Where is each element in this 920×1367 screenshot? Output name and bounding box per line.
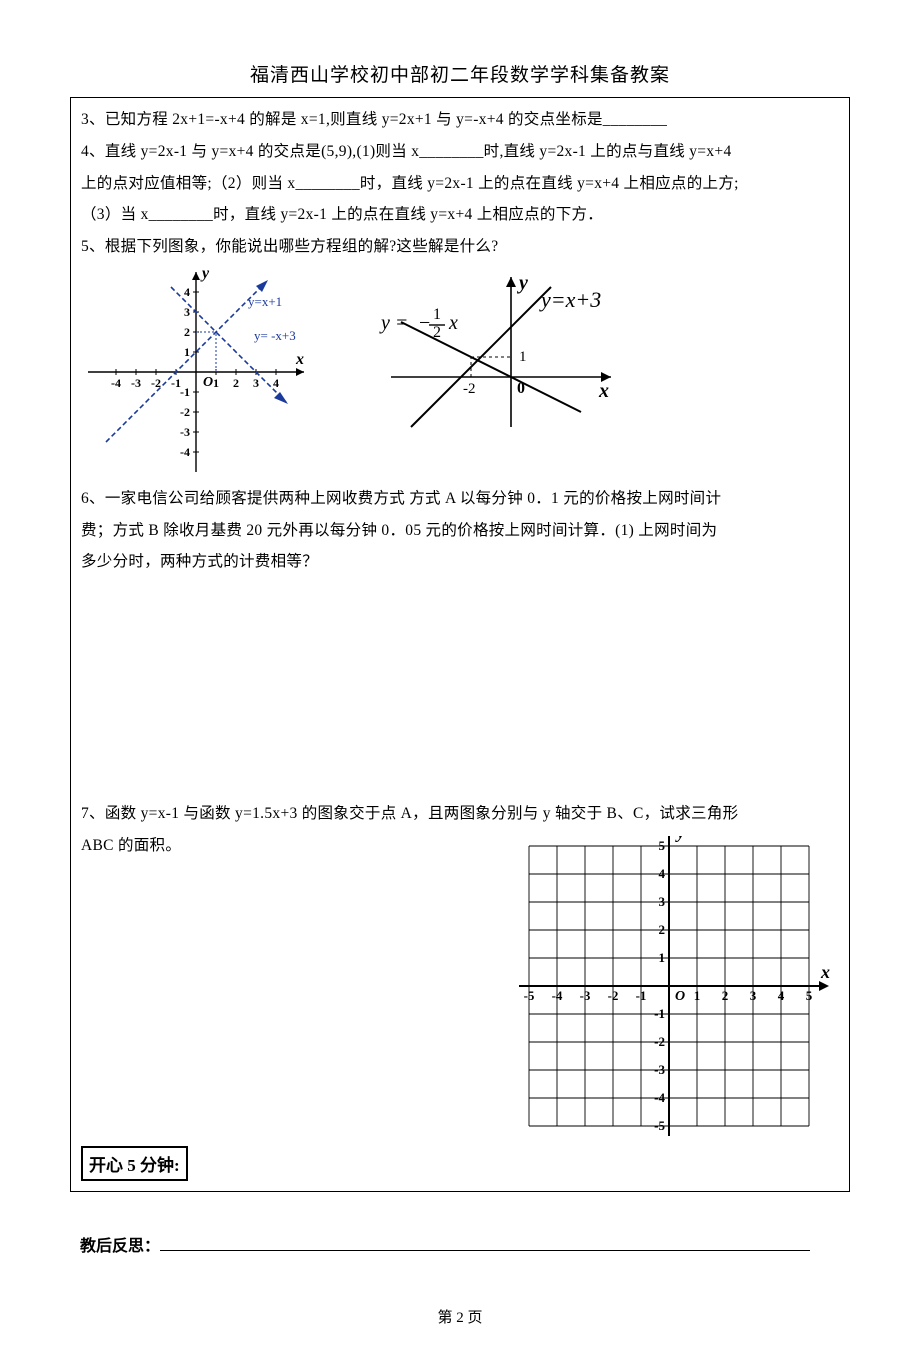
reflection-label: 教后反思： <box>80 1232 840 1256</box>
svg-text:5: 5 <box>659 838 666 853</box>
svg-text:-5: -5 <box>654 1118 665 1133</box>
svg-text:1: 1 <box>659 950 666 965</box>
q4-text-c: （3）当 x________时，直线 y=2x-1 上的点在直线 y=x+4 上… <box>81 199 839 231</box>
svg-text:y: y <box>200 267 210 282</box>
svg-text:x: x <box>820 962 830 982</box>
svg-text:x: x <box>295 351 304 368</box>
q6-text-b: 费；方式 B 除收月基费 20 元外再以每分钟 0．05 元的价格按上网时间计算… <box>81 515 839 547</box>
svg-text:2: 2 <box>659 922 666 937</box>
svg-text:x: x <box>598 380 609 402</box>
svg-text:-3: -3 <box>654 1062 665 1077</box>
page-number: 第 2 页 <box>70 1306 850 1327</box>
q7-text-b: ABC 的面积。 <box>81 830 181 862</box>
svg-text:2: 2 <box>433 324 441 341</box>
svg-text:5: 5 <box>806 988 813 1003</box>
svg-text:3: 3 <box>184 305 190 319</box>
svg-text:-5: -5 <box>524 988 535 1003</box>
q5-figures: -4 -3 -2 -1 1 2 3 4 1 2 3 <box>81 267 839 477</box>
chart2-label-yhalf: y = − 1 2 x <box>379 306 458 341</box>
q7-text-a: 7、函数 y=x-1 与函数 y=1.5x+3 的图象交于点 A，且两图象分别与… <box>81 798 839 830</box>
svg-text:-1: -1 <box>654 1006 665 1021</box>
svg-text:-3: -3 <box>580 988 591 1003</box>
q6-text-c: 多少分时，两种方式的计费相等？ <box>81 546 839 578</box>
svg-text:-2: -2 <box>654 1034 665 1049</box>
svg-text:-4: -4 <box>111 376 121 390</box>
chart2-mark-y: 1 <box>519 349 527 365</box>
svg-text:-4: -4 <box>180 445 190 459</box>
svg-text:-3: -3 <box>180 425 190 439</box>
q4-text-b: 上的点对应值相等;（2）则当 x________时，直线 y=2x-1 上的点在… <box>81 168 839 200</box>
chart2-label-yx3: y=x+3 <box>539 287 601 312</box>
content-box: 3、已知方程 2x+1=-x+4 的解是 x=1,则直线 y=2x+1 与 y=… <box>70 97 850 1192</box>
happy-5min-label: 开心 5 分钟: <box>81 1146 188 1181</box>
svg-text:2: 2 <box>722 988 729 1003</box>
svg-text:2: 2 <box>184 325 190 339</box>
svg-text:1: 1 <box>694 988 701 1003</box>
svg-text:y: y <box>517 272 528 294</box>
svg-text:4: 4 <box>184 285 190 299</box>
svg-text:-1: -1 <box>636 988 647 1003</box>
svg-text:-2: -2 <box>608 988 619 1003</box>
svg-text:-4: -4 <box>654 1090 665 1105</box>
chart2-svg: x y 0 y=x+3 y = − 1 2 x <box>371 267 631 437</box>
svg-text:-4: -4 <box>552 988 563 1003</box>
svg-text:4: 4 <box>659 866 666 881</box>
chart1-label2: y= -x+3 <box>254 328 296 343</box>
chart1-label1: y=x+1 <box>248 294 282 309</box>
svg-text:1: 1 <box>213 376 219 390</box>
q4-text-a: 4、直线 y=2x-1 与 y=x+4 的交点是(5,9),(1)则当 x___… <box>81 136 839 168</box>
svg-text:-3: -3 <box>131 376 141 390</box>
page-title: 福清西山学校初中部初二年段数学学科集备教案 <box>70 60 850 87</box>
grid-svg: x y O -5-4-3 -2-1 123 45 543 21 -1-2-3 - <box>499 836 839 1136</box>
svg-text:3: 3 <box>659 894 666 909</box>
svg-text:4: 4 <box>273 376 279 390</box>
svg-text:y: y <box>675 836 686 842</box>
svg-text:−: − <box>419 312 430 334</box>
svg-text:4: 4 <box>778 988 785 1003</box>
svg-text:-1: -1 <box>180 385 190 399</box>
svg-text:x: x <box>448 312 458 334</box>
svg-text:O: O <box>203 375 213 390</box>
q6-text-a: 6、一家电信公司给顾客提供两种上网收费方式 方式 A 以每分钟 0．1 元的价格… <box>81 483 839 515</box>
svg-text:-2: -2 <box>180 405 190 419</box>
chart1-svg: -4 -3 -2 -1 1 2 3 4 1 2 3 <box>81 267 331 477</box>
chart2-mark-x: -2 <box>463 381 476 397</box>
svg-text:O: O <box>675 989 685 1004</box>
q5-text: 5、根据下列图象，你能说出哪些方程组的解?这些解是什么? <box>81 231 839 263</box>
svg-text:1: 1 <box>184 345 190 359</box>
svg-text:y =: y = <box>379 312 408 334</box>
svg-text:3: 3 <box>253 376 259 390</box>
svg-text:2: 2 <box>233 376 239 390</box>
svg-text:1: 1 <box>433 306 441 323</box>
q3-text: 3、已知方程 2x+1=-x+4 的解是 x=1,则直线 y=2x+1 与 y=… <box>81 104 839 136</box>
svg-text:3: 3 <box>750 988 757 1003</box>
